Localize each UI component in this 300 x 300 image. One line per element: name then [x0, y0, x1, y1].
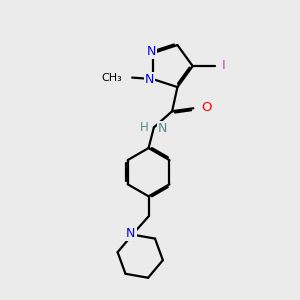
Text: CH₃: CH₃ [101, 73, 122, 82]
Text: N: N [145, 73, 154, 85]
Text: N: N [158, 122, 167, 135]
Text: N: N [147, 45, 156, 58]
Text: N: N [126, 226, 136, 240]
Text: O: O [202, 101, 212, 114]
Text: I: I [221, 59, 225, 72]
Text: H: H [140, 121, 148, 134]
